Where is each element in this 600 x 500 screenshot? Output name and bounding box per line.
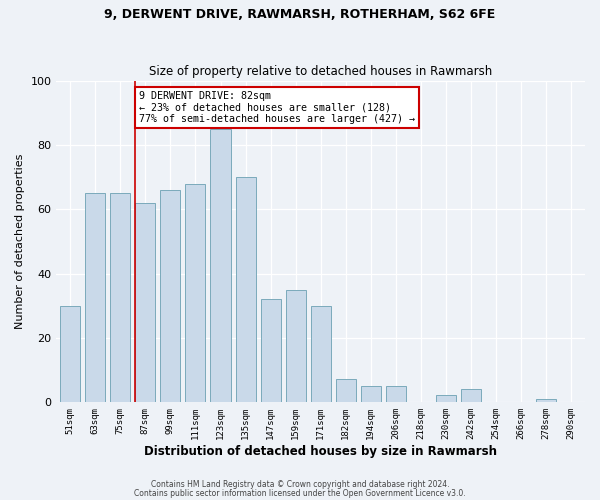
X-axis label: Distribution of detached houses by size in Rawmarsh: Distribution of detached houses by size …: [144, 444, 497, 458]
Bar: [436, 396, 456, 402]
Text: 9 DERWENT DRIVE: 82sqm
← 23% of detached houses are smaller (128)
77% of semi-de: 9 DERWENT DRIVE: 82sqm ← 23% of detached…: [139, 90, 415, 124]
Bar: [361, 386, 381, 402]
Bar: [336, 380, 356, 402]
Bar: [286, 290, 305, 402]
Bar: [211, 129, 230, 402]
Bar: [110, 194, 130, 402]
Bar: [185, 184, 205, 402]
Bar: [60, 306, 80, 402]
Bar: [536, 398, 556, 402]
Bar: [136, 203, 155, 402]
Y-axis label: Number of detached properties: Number of detached properties: [15, 154, 25, 329]
Text: Contains HM Land Registry data © Crown copyright and database right 2024.: Contains HM Land Registry data © Crown c…: [151, 480, 449, 489]
Bar: [461, 389, 481, 402]
Bar: [85, 194, 105, 402]
Bar: [160, 190, 181, 402]
Bar: [260, 299, 281, 402]
Title: Size of property relative to detached houses in Rawmarsh: Size of property relative to detached ho…: [149, 66, 493, 78]
Text: 9, DERWENT DRIVE, RAWMARSH, ROTHERHAM, S62 6FE: 9, DERWENT DRIVE, RAWMARSH, ROTHERHAM, S…: [104, 8, 496, 20]
Bar: [311, 306, 331, 402]
Bar: [386, 386, 406, 402]
Bar: [236, 178, 256, 402]
Text: Contains public sector information licensed under the Open Government Licence v3: Contains public sector information licen…: [134, 488, 466, 498]
